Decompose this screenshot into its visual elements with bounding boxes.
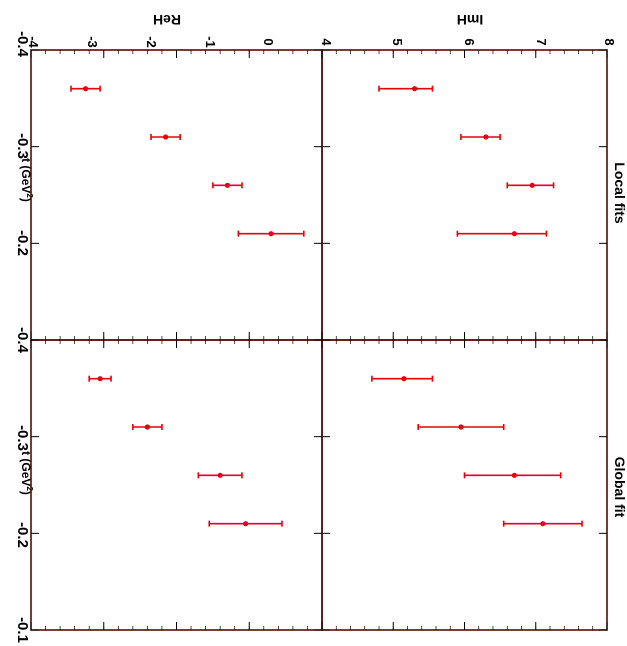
global-fit-title: Global fit xyxy=(612,457,627,518)
data-point xyxy=(456,230,548,237)
data-point xyxy=(506,182,555,189)
data-point xyxy=(460,134,501,140)
re-tick-label: -2 xyxy=(144,36,159,48)
panel-bottom-right xyxy=(30,339,323,631)
im-tick-label: 8 xyxy=(602,38,617,45)
panel-frame xyxy=(321,339,608,631)
data-marker xyxy=(529,182,535,188)
im-tick-labels: 4 5 6 7 8 xyxy=(319,38,617,46)
reh-axis-label: ReH xyxy=(153,12,181,28)
im-tick-label: 6 xyxy=(462,38,477,45)
t-tick-label: -0.4 xyxy=(14,31,31,58)
t-axis-label-text: t (GeV xyxy=(19,451,33,486)
panel-frame xyxy=(30,49,323,341)
t-tick-label: -0.4 xyxy=(14,327,31,354)
data-point xyxy=(132,424,163,430)
data-point xyxy=(212,182,243,189)
data-point xyxy=(417,424,505,430)
data-point xyxy=(88,375,112,382)
panel-frame xyxy=(321,49,608,341)
im-tick-label: 4 xyxy=(319,38,334,46)
data-marker xyxy=(97,376,103,382)
data-marker xyxy=(243,521,249,527)
data-marker xyxy=(162,134,169,140)
t-tick-label: -0.3 xyxy=(14,133,31,159)
data-marker xyxy=(401,376,407,382)
data-point xyxy=(463,472,562,479)
re-tick-label: -1 xyxy=(203,36,218,48)
data-point xyxy=(237,230,305,237)
im-tick-label: 5 xyxy=(390,38,405,45)
data-point xyxy=(150,134,181,140)
data-marker xyxy=(511,231,517,237)
t-axis-label-sup: 2 xyxy=(25,486,34,491)
t-tick-label: -0.2 xyxy=(14,230,31,256)
t-axis-label-right: t (GeV2) xyxy=(19,451,34,495)
t-axis-label-close: ) xyxy=(19,491,33,495)
t-tick-label: -0.3 xyxy=(14,425,31,451)
data-point xyxy=(371,375,434,382)
t-axis-label-text: t (GeV xyxy=(19,158,33,193)
local-fits-title: Local fits xyxy=(612,162,627,224)
data-marker xyxy=(511,472,517,478)
data-point xyxy=(378,85,434,92)
t-axis-label-sup: 2 xyxy=(25,193,34,198)
data-marker xyxy=(412,86,418,92)
panel-top-right xyxy=(321,339,608,631)
data-point xyxy=(502,520,583,527)
panel-frame xyxy=(30,339,323,631)
panel-bottom-left xyxy=(30,49,323,341)
data-marker xyxy=(458,424,464,430)
data-point xyxy=(208,520,283,527)
data-marker xyxy=(82,86,89,92)
data-marker xyxy=(483,134,489,140)
plot-panels xyxy=(30,49,608,631)
t-tick-labels: -0.4 -0.3 -0.2 -0.4 -0.3 -0.2 -0.1 xyxy=(14,31,31,643)
t-tick-label: -0.2 xyxy=(14,522,31,548)
re-tick-label: 0 xyxy=(261,38,276,45)
im-tick-label: 7 xyxy=(534,38,549,45)
panel-top-left xyxy=(321,49,608,341)
re-tick-label: -4 xyxy=(26,36,41,48)
data-marker xyxy=(217,472,223,478)
imh-axis-label: ImH xyxy=(457,12,483,28)
data-marker xyxy=(268,231,274,237)
re-tick-labels: -4 -3 -2 -1 0 xyxy=(26,36,276,48)
svg-text:t (GeV2): t (GeV2) xyxy=(19,158,34,202)
t-axis-label-left: t (GeV2) xyxy=(19,158,34,202)
data-point xyxy=(70,85,101,92)
re-tick-label: -3 xyxy=(85,36,100,48)
data-point xyxy=(197,472,243,479)
t-axis-label-close: ) xyxy=(19,198,33,202)
svg-text:t (GeV2): t (GeV2) xyxy=(19,451,34,495)
data-marker xyxy=(144,424,150,430)
data-marker xyxy=(224,182,231,188)
data-marker xyxy=(540,521,546,527)
t-tick-label: -0.1 xyxy=(14,617,31,643)
